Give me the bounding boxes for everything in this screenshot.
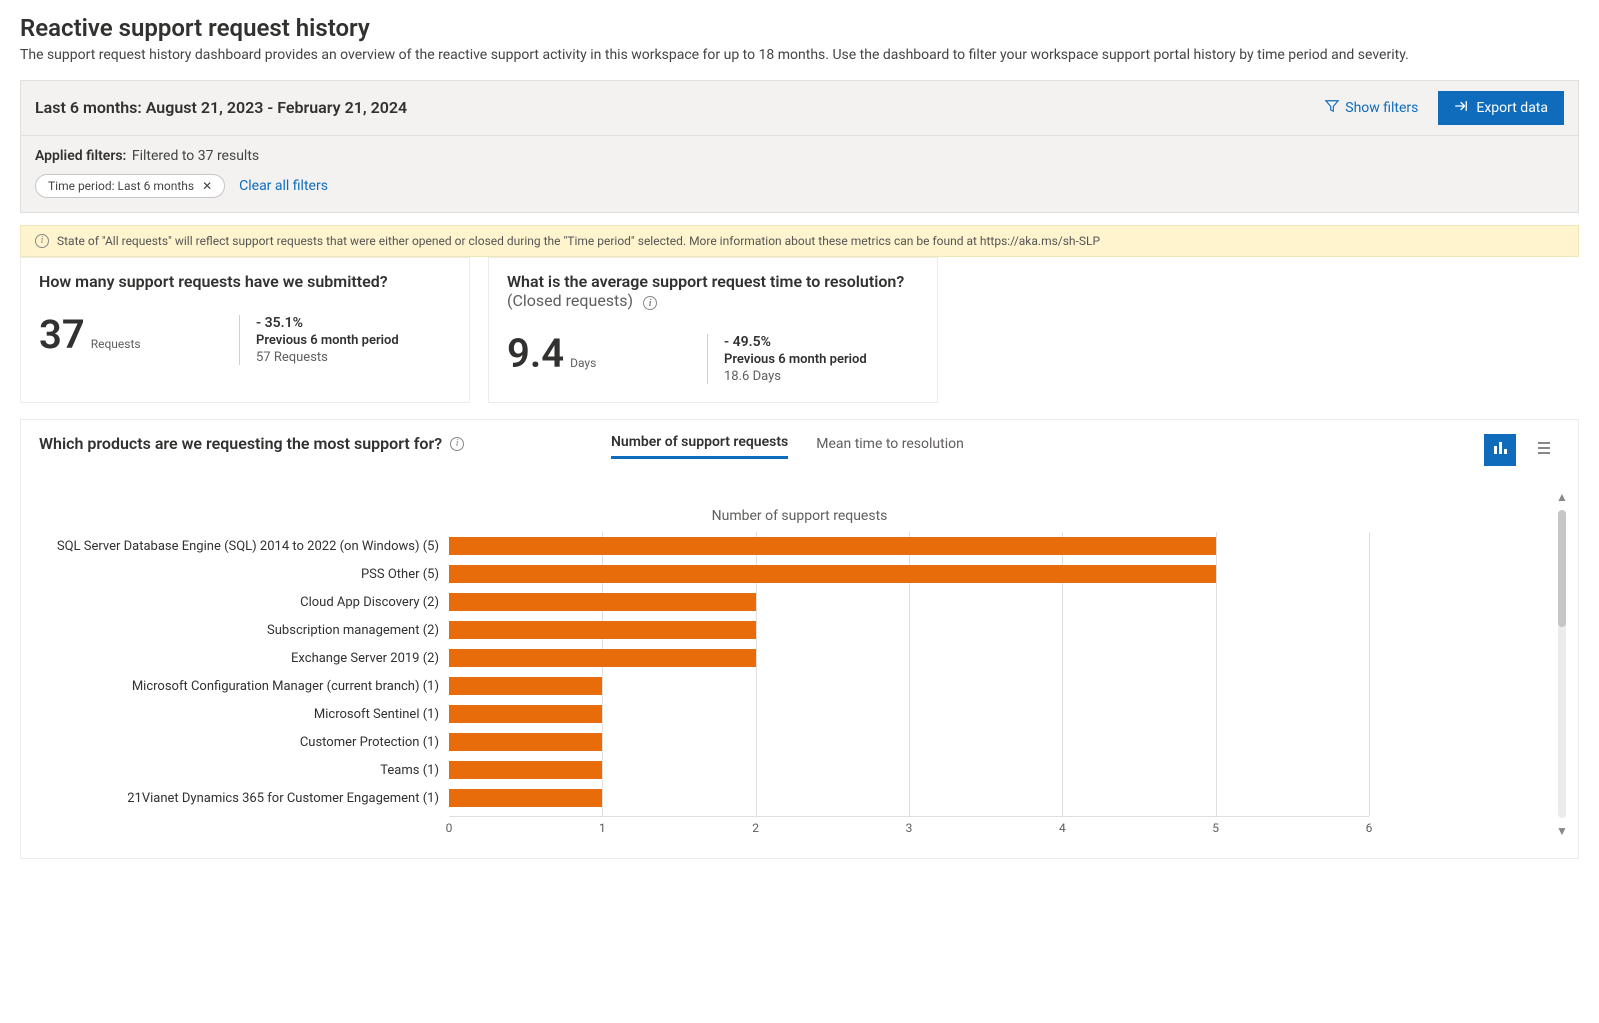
bar[interactable]: [449, 649, 756, 667]
filter-bar: Last 6 months: August 21, 2023 - Februar…: [20, 80, 1579, 213]
x-tick: 1: [599, 821, 606, 835]
metric-resolution-title-suffix: (Closed requests): [507, 291, 633, 310]
chart-view-bar-button[interactable]: [1484, 434, 1516, 466]
metric-resolution-title-main: What is the average support request time…: [507, 272, 904, 291]
x-tick: 0: [446, 821, 453, 835]
metric-requests-title: How many support requests have we submit…: [39, 272, 451, 291]
bar-label: Customer Protection (1): [39, 728, 449, 756]
x-tick: 4: [1059, 821, 1066, 835]
bar[interactable]: [449, 565, 1216, 583]
metric-resolution-delta: - 49.5%: [724, 334, 867, 350]
info-banner: i State of "All requests" will reflect s…: [20, 225, 1579, 257]
metric-resolution-value: 9.4: [507, 334, 564, 374]
metric-requests-prev: 57 Requests: [256, 350, 399, 365]
bar-row: [449, 532, 1369, 560]
bar-row: [449, 616, 1369, 644]
show-filters-button[interactable]: Show filters: [1315, 93, 1428, 123]
filter-period-label: Last 6 months: August 21, 2023 - Februar…: [35, 98, 407, 117]
bar-chart-icon: [1492, 440, 1508, 460]
show-filters-label: Show filters: [1345, 100, 1418, 116]
bar[interactable]: [449, 733, 602, 751]
bar-label: Exchange Server 2019 (2): [39, 644, 449, 672]
info-icon[interactable]: i: [643, 296, 657, 310]
bar-label: 21Vianet Dynamics 365 for Customer Engag…: [39, 784, 449, 812]
bar-label: PSS Other (5): [39, 560, 449, 588]
metric-resolution-unit: Days: [570, 356, 596, 370]
clear-all-filters-link[interactable]: Clear all filters: [239, 178, 328, 194]
bar-label: SQL Server Database Engine (SQL) 2014 to…: [39, 532, 449, 560]
info-icon[interactable]: i: [450, 437, 464, 451]
bar-row: [449, 700, 1369, 728]
metric-resolution-delta-period: Previous 6 month period: [724, 352, 867, 367]
filter-icon: [1325, 99, 1339, 117]
scroll-down-icon[interactable]: ▼: [1556, 824, 1568, 838]
metric-requests-value: 37: [39, 315, 85, 355]
bar[interactable]: [449, 537, 1216, 555]
bar[interactable]: [449, 593, 756, 611]
metric-card-requests: How many support requests have we submit…: [20, 257, 470, 404]
bar[interactable]: [449, 705, 602, 723]
bar-row: [449, 644, 1369, 672]
products-chart-title: Which products are we requesting the mos…: [39, 434, 442, 453]
bar[interactable]: [449, 789, 602, 807]
bar-row: [449, 588, 1369, 616]
scroll-thumb[interactable]: [1558, 510, 1566, 627]
metric-divider: [707, 334, 708, 384]
chart-view-list-button[interactable]: [1528, 434, 1560, 466]
metric-resolution-title: What is the average support request time…: [507, 272, 919, 311]
x-tick: 6: [1366, 821, 1373, 835]
filter-chip-label: Time period: Last 6 months: [48, 179, 194, 193]
export-data-label: Export data: [1476, 100, 1548, 116]
list-icon: [1536, 440, 1552, 460]
page-description: The support request history dashboard pr…: [20, 46, 1579, 66]
x-tick: 5: [1212, 821, 1219, 835]
tab-number-of-requests[interactable]: Number of support requests: [611, 434, 788, 459]
bar-row: [449, 672, 1369, 700]
chart-axis-title: Number of support requests: [39, 508, 1560, 524]
products-chart-card: Which products are we requesting the mos…: [20, 419, 1579, 859]
bar-row: [449, 784, 1369, 812]
metric-card-resolution: What is the average support request time…: [488, 257, 938, 404]
bar-label: Microsoft Sentinel (1): [39, 700, 449, 728]
x-tick: 2: [752, 821, 759, 835]
gridline: [1369, 532, 1370, 816]
bar-row: [449, 756, 1369, 784]
applied-filters-text: Filtered to 37 results: [132, 148, 259, 164]
bar-label: Cloud App Discovery (2): [39, 588, 449, 616]
applied-filters-label: Applied filters:: [35, 148, 126, 164]
bar-row: [449, 728, 1369, 756]
info-icon: i: [35, 234, 49, 248]
bar-label: Teams (1): [39, 756, 449, 784]
metric-requests-unit: Requests: [91, 337, 141, 351]
metric-requests-delta-period: Previous 6 month period: [256, 333, 399, 348]
bar[interactable]: [449, 761, 602, 779]
bar-label: Microsoft Configuration Manager (current…: [39, 672, 449, 700]
remove-chip-icon[interactable]: ✕: [202, 179, 212, 193]
scroll-up-icon[interactable]: ▲: [1556, 490, 1568, 504]
bar[interactable]: [449, 621, 756, 639]
bar[interactable]: [449, 677, 602, 695]
info-banner-text: State of "All requests" will reflect sup…: [57, 234, 1100, 248]
export-icon: [1454, 99, 1468, 117]
metric-resolution-prev: 18.6 Days: [724, 369, 867, 384]
bar-row: [449, 560, 1369, 588]
tab-mean-time-to-resolution[interactable]: Mean time to resolution: [816, 436, 964, 458]
export-data-button[interactable]: Export data: [1438, 91, 1564, 125]
scroll-track[interactable]: [1558, 510, 1566, 818]
x-tick: 3: [906, 821, 913, 835]
page-title: Reactive support request history: [20, 14, 1579, 42]
metric-requests-delta: - 35.1%: [256, 315, 399, 331]
chart-vertical-scrollbar[interactable]: ▲ ▼: [1554, 490, 1570, 838]
bar-label: Subscription management (2): [39, 616, 449, 644]
metric-divider: [239, 315, 240, 365]
products-bar-chart: SQL Server Database Engine (SQL) 2014 to…: [39, 532, 1560, 840]
filter-chip-time-period[interactable]: Time period: Last 6 months ✕: [35, 174, 225, 198]
